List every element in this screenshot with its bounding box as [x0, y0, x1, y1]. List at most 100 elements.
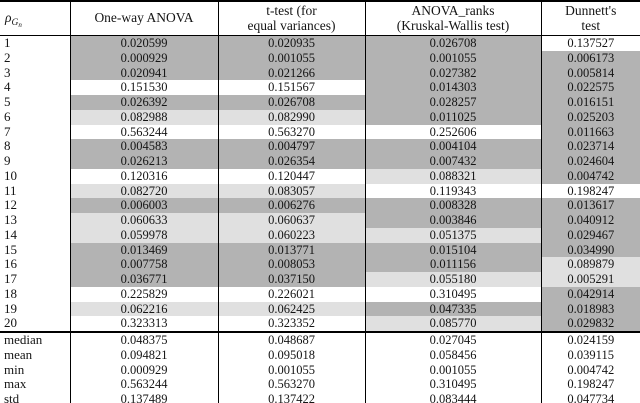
p-value-cell: 0.011663 — [540, 124, 640, 140]
p-value-cell: 0.036771 — [69, 272, 218, 287]
table-row: 2 0.000929 0.001055 0.001055 0.006173 — [0, 50, 640, 66]
p-value-cell: 0.026708 — [217, 95, 365, 110]
p-value-cell: 0.563270 — [217, 124, 365, 140]
p-value-cell: 0.011025 — [364, 109, 541, 125]
p-value-cell: 0.083444 — [364, 392, 541, 403]
p-value-cell: 0.005814 — [540, 65, 640, 81]
row-label: 16 — [0, 257, 70, 272]
p-value-cell: 0.062425 — [217, 301, 365, 317]
table-row: median 0.048375 0.048687 0.027045 0.024159 — [0, 331, 640, 348]
p-value-cell: 0.060637 — [217, 213, 365, 228]
table-row: 1 0.020599 0.020935 0.026708 0.137527 — [0, 35, 640, 51]
p-value-cell: 0.151530 — [69, 80, 218, 95]
col-header-label: t-test (for — [266, 3, 317, 18]
col-header-oneway-anova: One-way ANOVA — [69, 1, 218, 36]
p-value-cell: 0.094821 — [69, 347, 218, 363]
table-row: 8 0.004583 0.004797 0.004104 0.023714 — [0, 139, 640, 154]
p-value-cell: 0.323313 — [69, 316, 218, 332]
p-value-cell: 0.563244 — [69, 377, 218, 393]
row-label: median — [0, 331, 70, 348]
row-label: 18 — [0, 286, 70, 302]
header-row: ρGn One-way ANOVA t-test (for equal varia… — [0, 1, 640, 36]
p-value-cell: 0.037150 — [217, 272, 365, 287]
p-value-cell: 0.563244 — [69, 124, 218, 140]
table-header: ρGn One-way ANOVA t-test (for equal varia… — [0, 1, 640, 36]
p-value-cell: 0.082990 — [217, 109, 365, 125]
table-row: 18 0.225829 0.226021 0.310495 0.042914 — [0, 286, 640, 302]
p-value-cell: 0.020599 — [69, 35, 218, 51]
p-value-cell: 0.008328 — [364, 198, 541, 213]
p-value-cell: 0.310495 — [364, 286, 541, 302]
rho-symbol: ρ — [5, 9, 12, 25]
p-value-cell: 0.006003 — [69, 198, 218, 213]
p-value-cell: 0.027045 — [364, 331, 541, 348]
p-value-cell: 0.048687 — [217, 331, 365, 348]
p-value-cell: 0.028257 — [364, 95, 541, 110]
p-value-cell: 0.005291 — [540, 272, 640, 287]
p-value-cell: 0.089879 — [540, 257, 640, 272]
rho-sub-g: G — [11, 17, 19, 28]
row-label: 10 — [0, 168, 70, 184]
p-value-cell: 0.000929 — [69, 362, 218, 378]
p-value-cell: 0.082988 — [69, 109, 218, 125]
p-value-cell: 0.006276 — [217, 198, 365, 213]
table-row: 11 0.082720 0.083057 0.119343 0.198247 — [0, 183, 640, 199]
table-row: 14 0.059978 0.060223 0.051375 0.029467 — [0, 227, 640, 243]
table-row: 20 0.323313 0.323352 0.085770 0.029832 — [0, 316, 640, 332]
p-value-cell: 0.015104 — [364, 242, 541, 258]
col-header-label: Dunnett's — [565, 3, 617, 18]
p-value-cell: 0.026392 — [69, 95, 218, 110]
p-value-cell: 0.026708 — [364, 35, 541, 51]
p-value-cell: 0.018983 — [540, 301, 640, 317]
p-value-cell: 0.051375 — [364, 227, 541, 243]
table-row: max 0.563244 0.563270 0.310495 0.198247 — [0, 377, 640, 393]
table-row: 9 0.026213 0.026354 0.007432 0.024604 — [0, 154, 640, 169]
p-value-cell: 0.060223 — [217, 227, 365, 243]
row-label: 6 — [0, 109, 70, 125]
p-value-cell: 0.060633 — [69, 213, 218, 228]
p-value-cell: 0.323352 — [217, 316, 365, 332]
row-label: 13 — [0, 213, 70, 228]
col-header-dunnetts-test: Dunnett's test — [540, 1, 640, 36]
p-value-cell: 0.013617 — [540, 198, 640, 213]
table-row: 3 0.020941 0.021266 0.027382 0.005814 — [0, 65, 640, 81]
col-header-label: ANOVA_ranks — [411, 3, 495, 18]
rho-gn-header: ρGn — [0, 1, 70, 36]
p-value-cell: 0.014303 — [364, 80, 541, 95]
p-value-cell: 0.006173 — [540, 50, 640, 66]
row-label: 20 — [0, 316, 70, 332]
p-value-cell: 0.004583 — [69, 139, 218, 154]
table-row: 6 0.082988 0.082990 0.011025 0.025203 — [0, 109, 640, 125]
p-value-cell: 0.001055 — [364, 362, 541, 378]
table-row: 5 0.026392 0.026708 0.028257 0.016151 — [0, 95, 640, 110]
p-value-cell: 0.004797 — [217, 139, 365, 154]
p-value-cell: 0.013771 — [217, 242, 365, 258]
p-value-cell: 0.004742 — [540, 168, 640, 184]
p-value-cell: 0.026354 — [217, 154, 365, 169]
row-label: 1 — [0, 35, 70, 51]
p-value-cell: 0.120447 — [217, 168, 365, 184]
p-value-cell: 0.003846 — [364, 213, 541, 228]
p-value-cell: 0.001055 — [217, 362, 365, 378]
table-row: 10 0.120316 0.120447 0.088321 0.004742 — [0, 168, 640, 184]
p-value-cell: 0.021266 — [217, 65, 365, 81]
col-header-label: One-way ANOVA — [94, 10, 194, 26]
p-value-cell: 0.029467 — [540, 227, 640, 243]
p-value-cell: 0.082720 — [69, 183, 218, 199]
p-value-cell: 0.024159 — [540, 331, 640, 348]
p-value-cell: 0.062216 — [69, 301, 218, 317]
p-value-cell: 0.048375 — [69, 331, 218, 348]
p-value-cell: 0.042914 — [540, 286, 640, 302]
p-value-cell: 0.020935 — [217, 35, 365, 51]
table-row: std 0.137489 0.137422 0.083444 0.047734 — [0, 392, 640, 403]
row-label: mean — [0, 347, 70, 363]
row-label: 19 — [0, 301, 70, 317]
p-value-cell: 0.119343 — [364, 183, 541, 199]
p-value-cell: 0.226021 — [217, 286, 365, 302]
col-header-label: test — [581, 17, 601, 33]
row-label: 7 — [0, 124, 70, 140]
row-label: 4 — [0, 80, 70, 95]
p-value-cell: 0.020941 — [69, 65, 218, 81]
p-value-cell: 0.025203 — [540, 109, 640, 125]
